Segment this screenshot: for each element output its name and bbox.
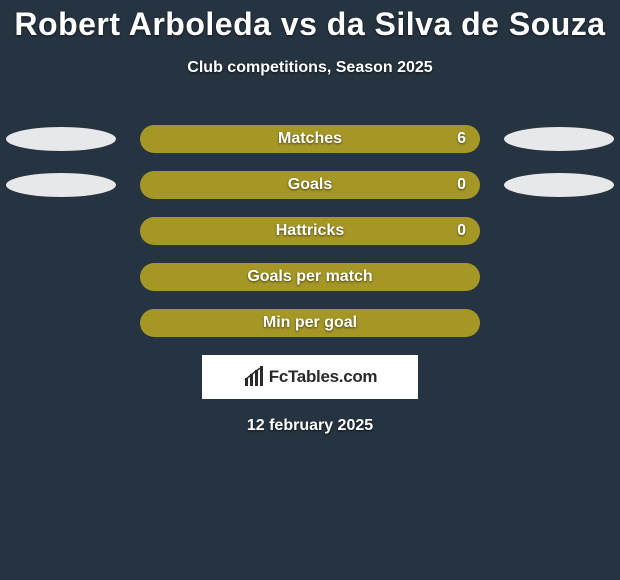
stat-bar: Min per goal: [140, 309, 480, 337]
player-ellipse-left: [6, 127, 116, 151]
stat-value: 0: [457, 222, 466, 240]
player-ellipse-right: [504, 127, 614, 151]
stat-value: 0: [457, 176, 466, 194]
player-ellipse-right: [504, 173, 614, 197]
footer-date: 12 february 2025: [0, 417, 620, 435]
footer-logo: FcTables.com: [202, 355, 418, 399]
stat-label: Goals: [288, 176, 332, 194]
stat-value: 6: [457, 130, 466, 148]
stat-bar: Matches 6: [140, 125, 480, 153]
player-ellipse-left: [6, 173, 116, 197]
stat-bar: Goals 0: [140, 171, 480, 199]
page-subtitle: Club competitions, Season 2025: [0, 59, 620, 77]
page-title: Robert Arboleda vs da Silva de Souza: [0, 0, 620, 43]
stat-label: Min per goal: [263, 314, 357, 332]
stat-row: Hattricks 0: [0, 217, 620, 245]
stat-label: Goals per match: [247, 268, 372, 286]
stat-label: Hattricks: [276, 222, 344, 240]
stat-row: Min per goal: [0, 309, 620, 337]
chart-icon: [243, 366, 265, 388]
stat-row: Goals 0: [0, 171, 620, 199]
stat-row: Goals per match: [0, 263, 620, 291]
stat-bar: Goals per match: [140, 263, 480, 291]
stat-label: Matches: [278, 130, 342, 148]
stat-bar: Hattricks 0: [140, 217, 480, 245]
stat-row: Matches 6: [0, 125, 620, 153]
footer-logo-text: FcTables.com: [269, 367, 378, 387]
comparison-rows: Matches 6 Goals 0 Hattricks 0 Goals per match M…: [0, 125, 620, 337]
